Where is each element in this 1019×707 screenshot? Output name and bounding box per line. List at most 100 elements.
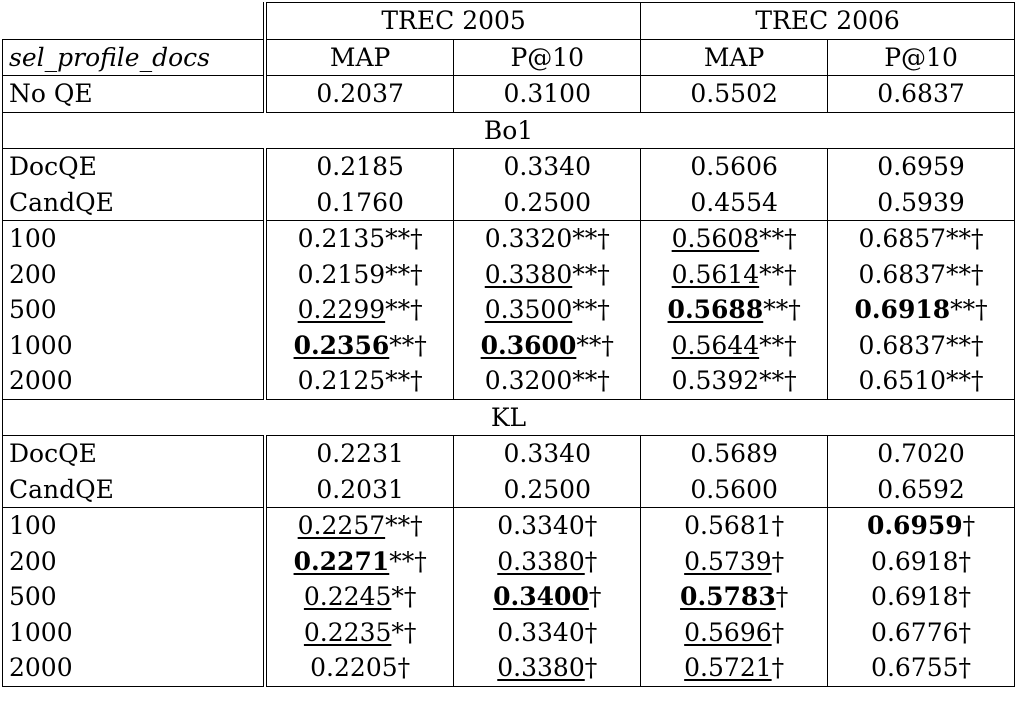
result-value: 0.5614: [671, 259, 760, 289]
result-cell: 0.2205†: [264, 650, 455, 687]
result-value: 0.6755: [871, 653, 959, 683]
dagger-marker: †: [971, 330, 984, 360]
result-row-label: 2000: [2, 363, 267, 399]
section-header-row: KL: [2, 398, 1015, 436]
result-row-label: 500: [2, 292, 267, 328]
result-value: 0.3380: [484, 259, 573, 289]
result-value: 0.5783: [680, 582, 776, 612]
result-value: 0.2235: [303, 617, 392, 647]
result-row: 500 0.2245*† 0.3400† 0.5783† 0.6918†: [2, 579, 1015, 615]
result-row: 100 0.2135**† 0.3320**† 0.5608**† 0.6857 ** †: [2, 220, 1015, 257]
dagger-marker: †: [410, 366, 423, 396]
result-cell: 0.5681†: [640, 507, 829, 544]
result-cell: 0.6755†: [827, 650, 1015, 687]
dagger-marker: †: [775, 582, 789, 612]
dagger-marker: †: [975, 295, 988, 325]
result-value: 0.6918: [871, 582, 959, 612]
result-row: 100 0.2257**† 0.3340† 0.5681† 0.6959†: [2, 507, 1015, 544]
header-group-row: TREC 2005 TREC 2006: [2, 2, 1015, 39]
header-col-map-2006: MAP: [640, 38, 829, 76]
section-header-row: Bo1: [2, 111, 1015, 149]
result-value: 0.6837: [858, 259, 947, 289]
result-cell: 0.5783†: [640, 579, 829, 615]
result-row-label: 100: [2, 220, 267, 257]
baseline-cell: 0.3100: [453, 75, 642, 112]
significance-marker: **: [385, 259, 411, 289]
result-cell: 0.6918†: [827, 579, 1015, 615]
dagger-marker: †: [771, 546, 785, 576]
result-cell: 0.5739†: [640, 543, 829, 579]
baseline-cell: 0.2037: [264, 75, 455, 112]
dagger-marker: †: [403, 582, 417, 612]
header-row-label: sel_profile_docs: [2, 38, 267, 76]
result-value: 0.5392: [671, 366, 760, 396]
significance-marker: **: [759, 259, 785, 289]
result-value: 0.5721: [684, 653, 772, 683]
result-value: 0.5644: [671, 330, 760, 360]
result-cell: 0.5392**†: [640, 363, 829, 399]
qe-cell: 0.3340: [453, 148, 642, 185]
dagger-marker: †: [962, 511, 976, 541]
header-group-trec2006: TREC 2006: [640, 2, 1015, 39]
qe-row-label: CandQE: [2, 184, 267, 221]
qe-row-label: DocQE: [2, 148, 267, 185]
dagger-marker: †: [414, 546, 427, 576]
significance-marker: **: [763, 295, 789, 325]
result-value: 0.6837: [858, 330, 947, 360]
dagger-marker: †: [771, 617, 785, 647]
result-value: 0.3200: [484, 366, 573, 396]
significance-marker: **: [389, 330, 415, 360]
result-row-label: 200: [2, 543, 267, 579]
result-value: 0.2356: [293, 330, 390, 360]
dagger-marker: †: [788, 295, 801, 325]
significance-marker: **: [572, 259, 598, 289]
result-value: 0.2271: [293, 546, 390, 576]
result-value: 0.6857: [858, 224, 947, 254]
result-value: 0.3400: [493, 582, 589, 612]
result-cell: 0.3200**†: [453, 363, 642, 399]
dagger-marker: †: [584, 653, 598, 683]
dagger-marker: †: [784, 330, 797, 360]
result-cell: 0.5608**†: [640, 220, 829, 257]
baseline-cell: 0.6837: [827, 75, 1015, 112]
dagger-marker: †: [584, 617, 598, 647]
significance-marker: **: [950, 295, 976, 325]
significance-marker: **: [946, 330, 972, 360]
significance-marker: **: [759, 330, 785, 360]
dagger-marker: †: [397, 653, 411, 683]
significance-marker: **: [576, 330, 602, 360]
result-cell: 0.2135**†: [264, 220, 455, 257]
qe-row: DocQE 0.2185 0.3340 0.5606 0.6959: [2, 148, 1015, 185]
dagger-marker: †: [971, 259, 984, 289]
result-cell: 0.3400†: [453, 579, 642, 615]
significance-marker: **: [385, 366, 411, 396]
result-value: 0.3340: [497, 511, 585, 541]
result-cell: 0.5614**†: [640, 256, 829, 292]
result-row: 200 0.2159**† 0.3380**† 0.5614**† 0.6837**†: [2, 256, 1015, 292]
baseline-row: No QE 0.2037 0.3100 0.5502 0.6837: [2, 75, 1015, 112]
section-title: KL: [2, 398, 1015, 436]
dagger-marker: †: [410, 295, 423, 325]
qe-cell: 0.3340: [453, 435, 642, 472]
qe-row-label: DocQE: [2, 435, 267, 472]
dagger-marker: †: [597, 259, 610, 289]
dagger-marker: †: [597, 224, 610, 254]
qe-cell: 0.4554: [640, 184, 829, 221]
qe-cell: 0.6592: [827, 471, 1015, 508]
header-corner: [2, 2, 267, 39]
significance-marker: **: [385, 224, 411, 254]
qe-cell: 0.5600: [640, 471, 829, 508]
dagger-marker: †: [588, 582, 602, 612]
result-cell: 0.3320**†: [453, 220, 642, 257]
result-row: 1000 0.2356**† 0.3600**† 0.5644**† 0.6837**†: [2, 327, 1015, 363]
qe-row: CandQE 0.1760 0.2500 0.4554 0.5939: [2, 184, 1015, 221]
result-row: 1000 0.2235*† 0.3340† 0.5696† 0.6776†: [2, 614, 1015, 650]
result-value: 0.5681: [684, 511, 772, 541]
qe-cell: 0.2031: [264, 471, 455, 508]
qe-cell: 0.5606: [640, 148, 829, 185]
dagger-marker: †: [784, 259, 797, 289]
result-value: 0.6959: [866, 511, 963, 541]
result-value: 0.5739: [684, 546, 772, 576]
result-cell: 0.5644**†: [640, 327, 829, 363]
